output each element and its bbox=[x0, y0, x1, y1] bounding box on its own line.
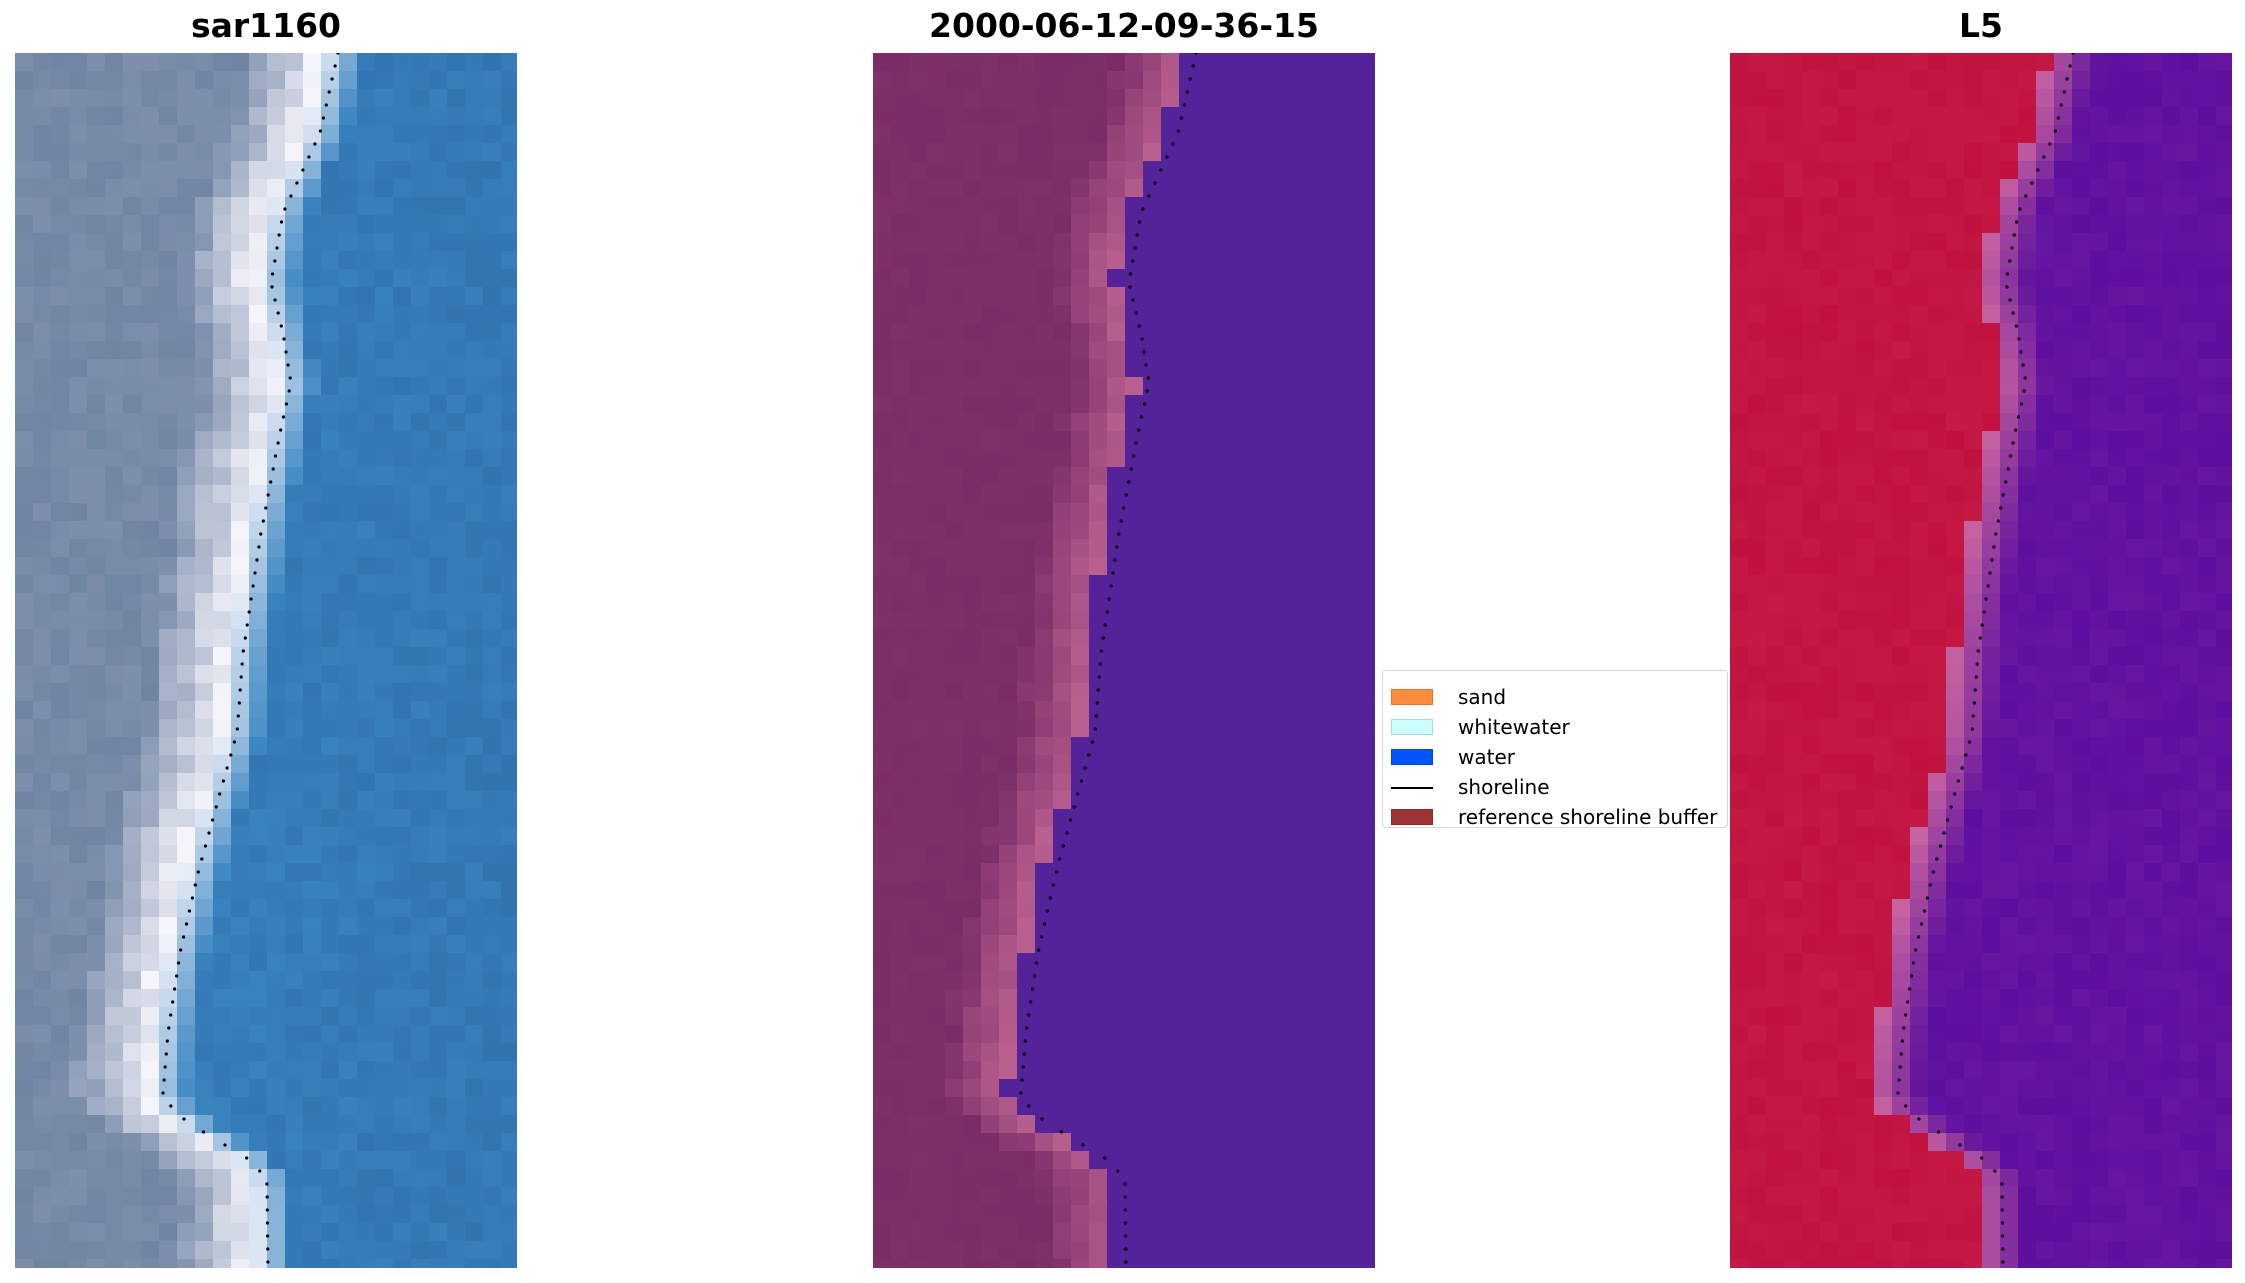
legend-label-reference-buffer: reference shoreline buffer bbox=[1458, 805, 1718, 829]
shoreline-dotted-line bbox=[161, 53, 340, 1264]
classified-image-panel bbox=[873, 53, 1375, 1268]
shoreline-line-swatch bbox=[1391, 786, 1433, 789]
legend: sand whitewater water shoreline referenc… bbox=[1382, 670, 1728, 831]
legend-item-reference-buffer: reference shoreline buffer bbox=[1391, 803, 1717, 831]
legend-item-shoreline: shoreline bbox=[1391, 773, 1550, 801]
legend-item-whitewater: whitewater bbox=[1391, 713, 1570, 741]
shoreline-dotted-line bbox=[1019, 53, 1198, 1264]
whitewater-swatch bbox=[1391, 719, 1433, 735]
sand-swatch bbox=[1391, 689, 1433, 705]
legend-item-sand: sand bbox=[1391, 683, 1506, 711]
water-swatch bbox=[1391, 749, 1433, 765]
rgb-image-panel bbox=[15, 53, 517, 1268]
index-image bbox=[1730, 53, 2232, 1268]
legend-label-sand: sand bbox=[1458, 685, 1507, 709]
shoreline-dotted-line bbox=[1896, 53, 2075, 1264]
legend-label-whitewater: whitewater bbox=[1458, 715, 1570, 739]
panel-title-rgb: sar1160 bbox=[190, 6, 342, 45]
index-image-panel bbox=[1730, 53, 2232, 1268]
legend-item-water: water bbox=[1391, 743, 1515, 771]
panel-title-index: L5 bbox=[1959, 6, 2003, 45]
legend-label-shoreline: shoreline bbox=[1458, 775, 1550, 799]
panel-title-classified: 2000-06-12-09-36-15 bbox=[929, 6, 1319, 45]
rgb-satellite-image bbox=[15, 53, 517, 1268]
legend-label-water: water bbox=[1458, 745, 1515, 769]
reference-buffer-swatch bbox=[1391, 809, 1433, 825]
classified-image bbox=[873, 53, 1375, 1268]
